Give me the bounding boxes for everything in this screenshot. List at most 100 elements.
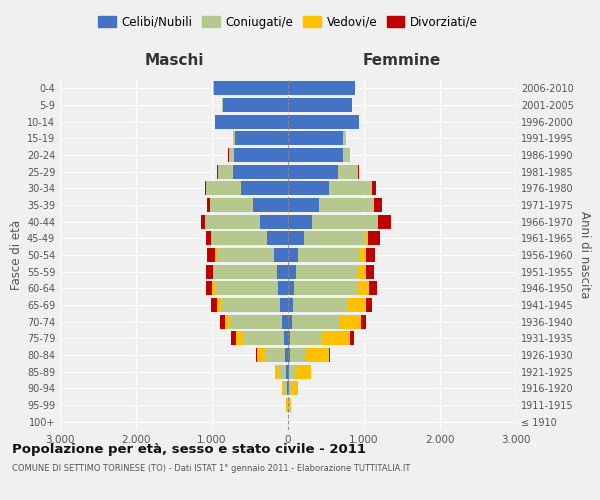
Bar: [288, 314, 292, 329]
Bar: [226, 314, 230, 329]
Bar: [288, 114, 359, 128]
Bar: [289, 364, 295, 379]
Bar: [368, 231, 380, 246]
Bar: [292, 381, 298, 396]
Bar: [280, 364, 286, 379]
Bar: [212, 264, 214, 279]
Bar: [212, 231, 267, 246]
Bar: [288, 181, 329, 196]
Bar: [282, 381, 284, 396]
Bar: [305, 348, 329, 362]
Bar: [211, 231, 212, 246]
Bar: [201, 214, 205, 229]
Bar: [365, 248, 375, 262]
Bar: [329, 181, 371, 196]
Bar: [217, 298, 221, 312]
Bar: [267, 231, 288, 246]
Bar: [366, 264, 374, 279]
Bar: [206, 181, 241, 196]
Bar: [288, 248, 298, 262]
Bar: [339, 314, 361, 329]
Bar: [290, 348, 305, 362]
Bar: [288, 164, 338, 179]
Bar: [358, 164, 359, 179]
Bar: [284, 381, 287, 396]
Legend: Celibi/Nubili, Coniugati/e, Vedovi/e, Divorziati/e: Celibi/Nubili, Coniugati/e, Vedovi/e, Di…: [93, 11, 483, 34]
Bar: [214, 81, 288, 96]
Bar: [288, 131, 343, 146]
Bar: [236, 331, 244, 345]
Bar: [357, 281, 368, 295]
Bar: [287, 381, 288, 396]
Bar: [220, 314, 226, 329]
Bar: [286, 364, 288, 379]
Bar: [319, 198, 373, 212]
Text: Femmine: Femmine: [363, 54, 441, 68]
Bar: [361, 314, 366, 329]
Bar: [206, 281, 212, 295]
Bar: [230, 314, 282, 329]
Bar: [286, 348, 288, 362]
Bar: [374, 198, 382, 212]
Bar: [365, 298, 372, 312]
Bar: [348, 298, 365, 312]
Bar: [211, 198, 253, 212]
Bar: [288, 364, 289, 379]
Bar: [288, 231, 304, 246]
Bar: [241, 181, 288, 196]
Bar: [329, 348, 330, 362]
Bar: [360, 248, 365, 262]
Bar: [266, 348, 286, 362]
Bar: [378, 214, 391, 229]
Bar: [234, 148, 288, 162]
Bar: [373, 198, 374, 212]
Bar: [288, 348, 290, 362]
Bar: [288, 81, 355, 96]
Bar: [343, 131, 345, 146]
Bar: [275, 364, 280, 379]
Bar: [257, 348, 266, 362]
Bar: [208, 198, 210, 212]
Text: COMUNE DI SETTIMO TORINESE (TO) - Dati ISTAT 1° gennaio 2011 - Elaborazione TUTT: COMUNE DI SETTIMO TORINESE (TO) - Dati I…: [12, 464, 410, 473]
Bar: [205, 214, 206, 229]
Bar: [377, 214, 378, 229]
Bar: [253, 198, 288, 212]
Bar: [365, 231, 368, 246]
Bar: [214, 264, 277, 279]
Bar: [292, 314, 339, 329]
Bar: [260, 214, 288, 229]
Bar: [338, 164, 358, 179]
Bar: [212, 281, 215, 295]
Bar: [205, 181, 206, 196]
Bar: [322, 331, 350, 345]
Bar: [288, 198, 319, 212]
Y-axis label: Anni di nascita: Anni di nascita: [578, 212, 591, 298]
Bar: [290, 331, 322, 345]
Bar: [280, 298, 288, 312]
Bar: [206, 214, 260, 229]
Bar: [288, 281, 295, 295]
Text: Popolazione per età, sesso e stato civile - 2011: Popolazione per età, sesso e stato civil…: [12, 442, 366, 456]
Bar: [288, 264, 296, 279]
Bar: [211, 298, 217, 312]
Bar: [350, 331, 354, 345]
Bar: [217, 248, 274, 262]
Bar: [288, 381, 289, 396]
Bar: [358, 264, 366, 279]
Bar: [289, 398, 290, 412]
Bar: [298, 248, 360, 262]
Bar: [282, 314, 288, 329]
Bar: [218, 164, 233, 179]
Bar: [231, 331, 236, 345]
Bar: [288, 98, 352, 112]
Bar: [215, 248, 217, 262]
Bar: [277, 264, 288, 279]
Bar: [233, 164, 288, 179]
Bar: [207, 248, 215, 262]
Bar: [296, 264, 358, 279]
Bar: [289, 381, 292, 396]
Bar: [304, 231, 365, 246]
Bar: [233, 131, 235, 146]
Bar: [223, 98, 288, 112]
Bar: [235, 131, 288, 146]
